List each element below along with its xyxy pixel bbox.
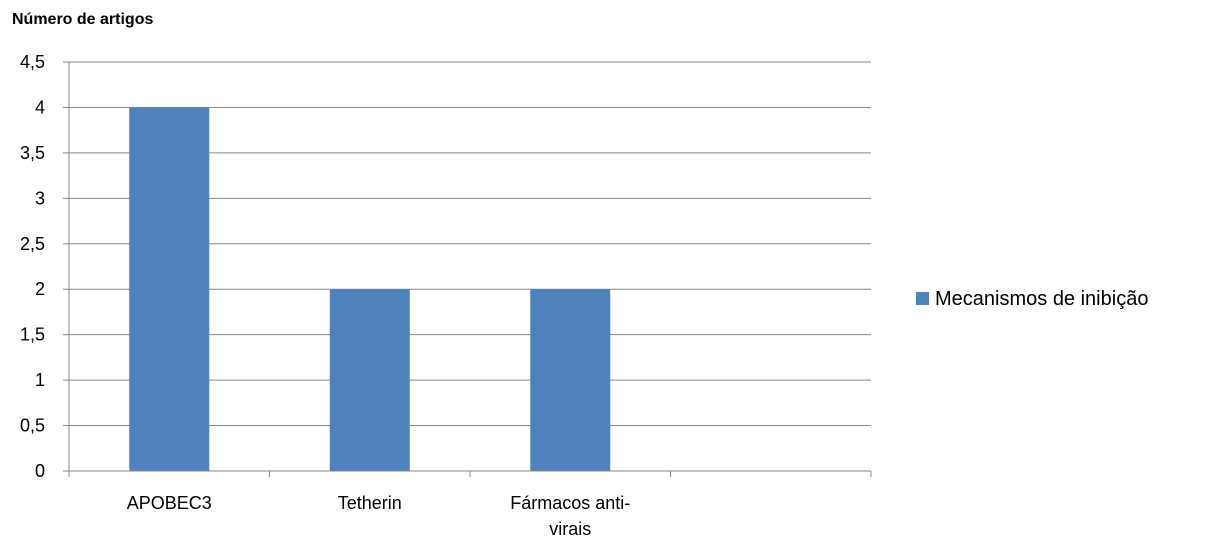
- legend-swatch: [916, 292, 929, 305]
- axes: [63, 61, 872, 477]
- y-tick-label: 3: [35, 188, 45, 208]
- y-tick-label: 1,5: [20, 325, 45, 345]
- x-tick-label: Tetherin: [338, 493, 402, 513]
- bars: [129, 107, 611, 471]
- x-tick-label: Fármacos anti-virais: [510, 493, 630, 539]
- y-tick-label: 4,5: [20, 52, 45, 72]
- y-tick-label: 2: [35, 279, 45, 299]
- y-axis-title: Número de artigos: [12, 11, 153, 28]
- bar: [129, 107, 210, 471]
- bar: [329, 289, 410, 471]
- x-tick-labels: APOBEC3 Tetherin Fármacos anti-virais: [127, 493, 631, 539]
- y-tick-label: 3,5: [20, 143, 45, 163]
- y-tick-label: 4: [35, 97, 45, 117]
- legend: Mecanismos de inibição: [916, 288, 1148, 310]
- legend-label: Mecanismos de inibição: [935, 288, 1148, 310]
- y-tick-label: 1: [35, 370, 45, 390]
- y-tick-label: 0,5: [20, 416, 45, 436]
- y-tick-labels: 0 0,5 1 1,5 2 2,5 3 3,5 4 4,5: [20, 52, 45, 481]
- y-tick-label: 2,5: [20, 234, 45, 254]
- bar: [530, 289, 611, 471]
- x-tick-label: APOBEC3: [127, 493, 212, 513]
- y-tick-label: 0: [35, 461, 45, 481]
